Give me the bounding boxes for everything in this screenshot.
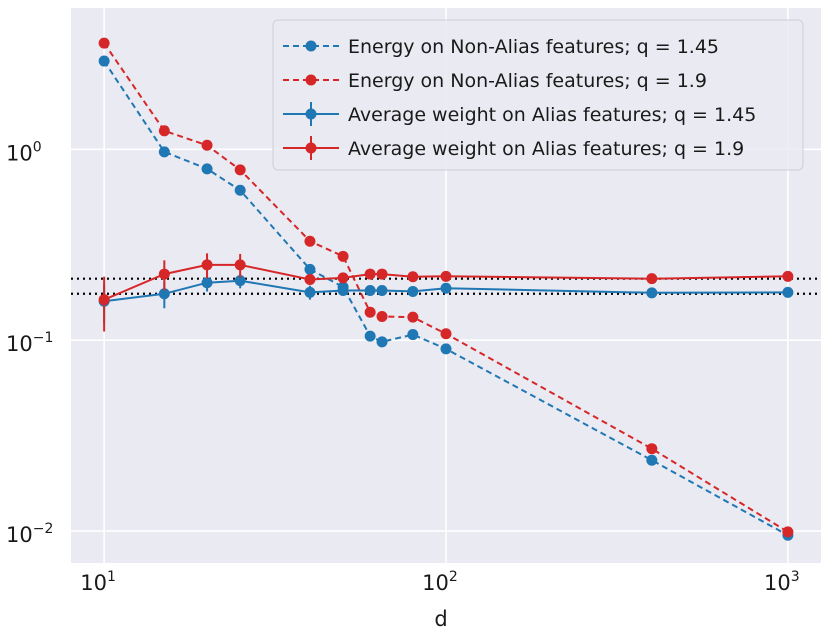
legend-marker-2 bbox=[305, 108, 317, 120]
data-point bbox=[337, 285, 349, 297]
data-point bbox=[234, 164, 246, 176]
data-point bbox=[234, 259, 246, 271]
data-point bbox=[337, 250, 349, 262]
data-point bbox=[364, 268, 376, 280]
data-point bbox=[364, 285, 376, 297]
x-tick-label: 101 bbox=[80, 569, 116, 595]
data-point bbox=[201, 277, 213, 289]
series-line-2 bbox=[103, 279, 788, 303]
data-point bbox=[201, 139, 213, 151]
data-point bbox=[782, 526, 794, 538]
data-point bbox=[234, 184, 246, 196]
data-point bbox=[304, 263, 316, 275]
data-point bbox=[98, 37, 110, 49]
legend-marker-0 bbox=[305, 40, 317, 52]
data-point bbox=[337, 272, 349, 284]
data-point bbox=[376, 336, 388, 348]
data-point bbox=[98, 294, 110, 306]
y-tick-label: 100 bbox=[6, 139, 42, 165]
x-tick-label: 102 bbox=[422, 569, 458, 595]
data-point bbox=[407, 271, 419, 283]
data-point bbox=[304, 235, 316, 247]
legend-label-2: Average weight on Alias features; q = 1.… bbox=[348, 104, 756, 126]
data-point bbox=[201, 163, 213, 175]
data-point bbox=[376, 311, 388, 323]
data-point bbox=[376, 285, 388, 297]
data-point bbox=[158, 125, 170, 137]
legend-label-3: Average weight on Alias features; q = 1.… bbox=[348, 138, 744, 160]
series-line-1 bbox=[103, 42, 789, 533]
data-point bbox=[782, 270, 794, 282]
data-point bbox=[234, 275, 246, 287]
x-axis-label: d bbox=[434, 607, 447, 631]
series-line-0 bbox=[103, 60, 789, 537]
data-point bbox=[646, 287, 658, 299]
data-point bbox=[407, 285, 419, 297]
data-point bbox=[364, 306, 376, 318]
data-point bbox=[646, 443, 658, 455]
data-point bbox=[440, 328, 452, 340]
y-tick-label: 10−2 bbox=[6, 521, 53, 547]
data-point bbox=[646, 273, 658, 285]
series-line-3 bbox=[103, 263, 788, 301]
data-point bbox=[158, 288, 170, 300]
data-point bbox=[364, 330, 376, 342]
x-tick-label: 103 bbox=[764, 569, 800, 595]
data-point bbox=[201, 259, 213, 271]
data-point bbox=[407, 329, 419, 341]
data-point bbox=[440, 282, 452, 294]
data-point bbox=[440, 343, 452, 355]
legend: Energy on Non-Alias features; q = 1.45 En… bbox=[272, 19, 804, 171]
legend-marker-1 bbox=[305, 74, 317, 86]
data-point bbox=[304, 273, 316, 285]
legend-marker-3 bbox=[305, 142, 317, 154]
data-point bbox=[646, 454, 658, 466]
legend-label-0: Energy on Non-Alias features; q = 1.45 bbox=[348, 36, 719, 58]
data-point bbox=[98, 55, 110, 67]
data-point bbox=[782, 286, 794, 298]
data-point bbox=[440, 270, 452, 282]
y-tick-label: 10−1 bbox=[6, 330, 53, 356]
data-point bbox=[376, 268, 388, 280]
data-point bbox=[407, 311, 419, 323]
data-point bbox=[158, 268, 170, 280]
data-point bbox=[158, 146, 170, 158]
legend-label-1: Energy on Non-Alias features; q = 1.9 bbox=[348, 70, 707, 92]
data-point bbox=[304, 286, 316, 298]
legend-box bbox=[272, 19, 804, 171]
